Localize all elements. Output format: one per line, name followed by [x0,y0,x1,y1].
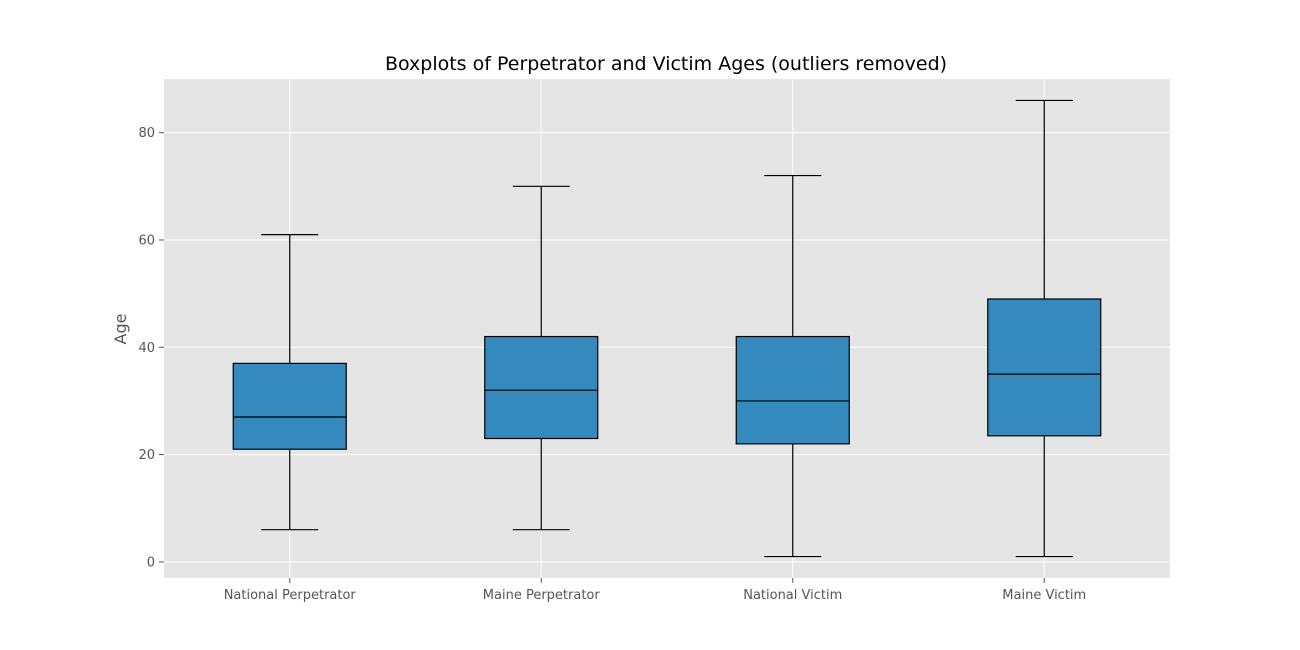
chart-title: Boxplots of Perpetrator and Victim Ages … [385,53,947,75]
y-tick-label: 80 [138,126,155,141]
y-axis: 0 20 40 60 80 [138,126,164,570]
y-tick-label: 40 [138,341,155,356]
x-tick-label: National Victim [743,588,842,603]
y-tick-label: 0 [147,555,155,570]
box-group [735,174,850,558]
iqr-box [987,298,1102,437]
x-axis: National Perpetrator Maine Perpetrator Nat… [224,578,1086,603]
x-tick-label: National Perpetrator [224,588,357,603]
x-tick-label: Maine Victim [1002,588,1086,603]
y-axis-label: Age [111,314,130,345]
y-tick-label: 60 [138,233,155,248]
box-group [987,99,1102,558]
iqr-box [735,335,850,445]
iqr-box [232,362,347,450]
box-group [232,234,347,531]
box-group [484,185,599,531]
x-tick-label: Maine Perpetrator [483,588,601,603]
iqr-box [484,335,599,440]
boxes-layer [232,99,1102,558]
y-tick-label: 20 [138,448,155,463]
